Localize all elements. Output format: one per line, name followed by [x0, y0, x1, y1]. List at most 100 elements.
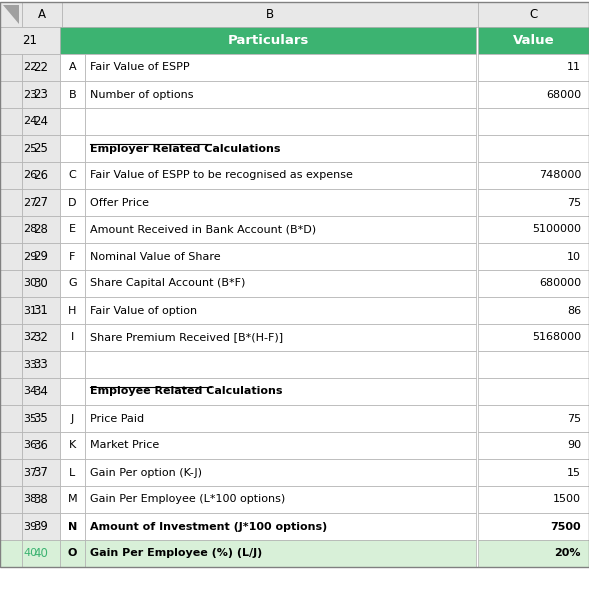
Text: 30: 30	[34, 277, 48, 290]
Text: 34: 34	[34, 385, 48, 398]
Text: 1500: 1500	[553, 495, 581, 504]
Bar	[22, 81, 60, 108]
Bar	[0, 162, 22, 189]
Bar	[0, 81, 22, 108]
Text: Employee Related Calculations: Employee Related Calculations	[90, 386, 283, 396]
Bar	[478, 189, 589, 216]
Bar	[85, 216, 476, 243]
Text: J: J	[71, 414, 74, 424]
Text: 34: 34	[23, 386, 37, 396]
Bar	[22, 189, 60, 216]
Text: Amount Received in Bank Account (B*D): Amount Received in Bank Account (B*D)	[90, 225, 316, 234]
Bar	[60, 405, 85, 432]
Bar	[85, 297, 476, 324]
Bar	[62, 2, 478, 27]
Bar	[60, 351, 85, 378]
Bar	[85, 486, 476, 513]
Bar	[85, 432, 476, 459]
Text: 748000: 748000	[538, 170, 581, 181]
Text: Offer Price: Offer Price	[90, 197, 149, 207]
Bar	[60, 216, 85, 243]
Bar	[22, 243, 60, 270]
Text: 40: 40	[34, 547, 48, 560]
Text: 75: 75	[567, 414, 581, 424]
Bar	[22, 2, 62, 27]
Bar	[0, 270, 22, 297]
Bar	[478, 135, 589, 162]
Bar	[60, 513, 85, 540]
Bar	[85, 513, 476, 540]
Bar	[0, 486, 22, 513]
Bar	[85, 135, 476, 162]
Text: I: I	[71, 333, 74, 343]
Bar	[478, 459, 589, 486]
Text: 21: 21	[22, 34, 38, 47]
Bar	[85, 54, 476, 81]
Text: 26: 26	[34, 169, 48, 182]
Bar	[60, 324, 85, 351]
Bar	[60, 189, 85, 216]
Text: 32: 32	[34, 331, 48, 344]
Bar	[22, 486, 60, 513]
Text: 22: 22	[34, 61, 48, 74]
Text: A: A	[38, 8, 46, 21]
Bar	[22, 216, 60, 243]
Bar	[22, 432, 60, 459]
Text: 38: 38	[34, 493, 48, 506]
Bar	[85, 81, 476, 108]
Text: 24: 24	[34, 115, 48, 128]
Bar	[22, 297, 60, 324]
Bar	[22, 540, 60, 567]
Bar	[0, 108, 22, 135]
Bar	[60, 243, 85, 270]
Text: 36: 36	[34, 439, 48, 452]
Text: 680000: 680000	[539, 278, 581, 288]
Text: 28: 28	[23, 225, 37, 234]
Bar	[22, 351, 60, 378]
Bar	[60, 297, 85, 324]
Bar	[0, 540, 22, 567]
Bar	[0, 189, 22, 216]
Bar	[478, 297, 589, 324]
Text: Share Premium Received [B*(H-F)]: Share Premium Received [B*(H-F)]	[90, 333, 283, 343]
Text: K: K	[69, 440, 76, 451]
Bar	[478, 216, 589, 243]
Bar	[22, 54, 60, 81]
Bar	[22, 270, 60, 297]
Text: B: B	[266, 8, 274, 21]
Text: Gain Per Employee (L*100 options): Gain Per Employee (L*100 options)	[90, 495, 285, 504]
Text: M: M	[68, 495, 77, 504]
Bar	[60, 162, 85, 189]
Bar	[85, 270, 476, 297]
Bar	[22, 405, 60, 432]
Bar	[85, 324, 476, 351]
Bar	[0, 513, 22, 540]
Bar	[60, 486, 85, 513]
Bar	[60, 432, 85, 459]
Text: H: H	[68, 306, 77, 315]
Bar	[478, 27, 589, 54]
Text: Nominal Value of Share: Nominal Value of Share	[90, 252, 221, 262]
Text: Value: Value	[512, 34, 554, 47]
Bar	[22, 459, 60, 486]
Bar	[85, 405, 476, 432]
Text: N: N	[68, 522, 77, 532]
Bar	[478, 108, 589, 135]
Text: 37: 37	[34, 466, 48, 479]
Bar	[478, 54, 589, 81]
Text: Gain Per Employee (%) (L/J): Gain Per Employee (%) (L/J)	[90, 548, 262, 558]
Text: 33: 33	[34, 358, 48, 371]
Text: 23: 23	[23, 89, 37, 100]
Text: 29: 29	[23, 252, 37, 262]
Bar	[0, 135, 22, 162]
Bar	[478, 270, 589, 297]
Text: A: A	[69, 63, 77, 73]
Text: Fair Value of ESPP: Fair Value of ESPP	[90, 63, 190, 73]
Text: 35: 35	[34, 412, 48, 425]
Bar	[85, 378, 476, 405]
Bar	[0, 351, 22, 378]
Bar	[22, 135, 60, 162]
Bar	[478, 432, 589, 459]
Bar	[0, 243, 22, 270]
Bar	[0, 405, 22, 432]
